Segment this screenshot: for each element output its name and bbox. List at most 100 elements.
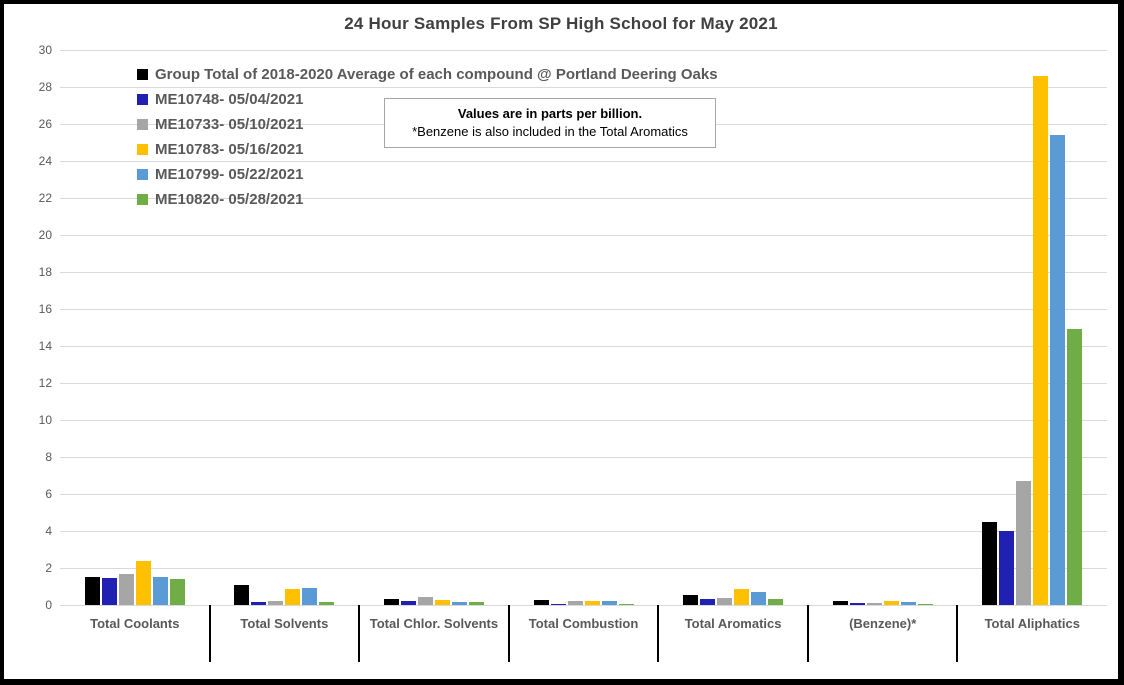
legend-label: ME10799- 05/22/2021	[155, 166, 304, 183]
bar	[550, 604, 566, 605]
bar	[84, 577, 100, 605]
category-separator	[807, 605, 809, 662]
legend-label: ME10748- 05/04/2021	[155, 91, 304, 108]
legend-label: Group Total of 2018-2020 Average of each…	[155, 66, 718, 83]
legend-item: ME10783- 05/16/2021	[137, 137, 718, 162]
category-label: Total Aromatics	[684, 616, 782, 631]
bar	[468, 602, 484, 605]
bar	[567, 601, 583, 605]
bar	[866, 603, 882, 605]
chart-title: 24 Hour Samples From SP High School for …	[344, 14, 778, 33]
category-label: Total Combustion	[528, 616, 639, 631]
bar	[417, 597, 433, 605]
bar	[584, 601, 600, 605]
bar	[383, 599, 399, 605]
y-tick-label-10: 10	[38, 413, 52, 427]
bar	[700, 599, 716, 605]
category-label: Total Chlor. Solvents	[369, 616, 499, 631]
y-tick-label-0: 0	[45, 598, 52, 612]
bar	[717, 598, 733, 605]
bar	[101, 578, 117, 605]
category-label: Total Aliphatics	[984, 616, 1080, 631]
gridline-10	[60, 419, 1107, 421]
bar	[118, 574, 134, 605]
bar	[683, 595, 699, 605]
bar	[1067, 329, 1083, 605]
bar	[302, 588, 318, 605]
y-tick-label-12: 12	[38, 376, 52, 390]
bar	[883, 601, 899, 605]
legend-item: ME10748- 05/04/2021	[137, 87, 718, 112]
bar	[601, 601, 617, 605]
y-tick-label-20: 20	[38, 228, 52, 242]
legend-label: ME10820- 05/28/2021	[155, 191, 304, 208]
y-tick-label-24: 24	[38, 154, 52, 168]
bar	[434, 600, 450, 605]
bar	[768, 599, 784, 605]
gridline-0	[60, 604, 1107, 606]
category-separator	[657, 605, 659, 662]
note-line-1: Values are in parts per billion.	[457, 106, 643, 121]
note-line-2: *Benzene is also included in the Total A…	[412, 124, 688, 139]
bar	[734, 589, 750, 605]
note-box: Values are in parts per billion. *Benzen…	[384, 98, 716, 148]
gridline-20	[60, 234, 1107, 236]
bar-group	[658, 50, 808, 605]
gridline-12	[60, 382, 1107, 384]
y-tick-label-18: 18	[38, 265, 52, 279]
bar	[982, 522, 998, 605]
legend: Group Total of 2018-2020 Average of each…	[137, 62, 718, 212]
category-separator	[508, 605, 510, 662]
y-tick-label-4: 4	[45, 524, 52, 538]
bar	[849, 603, 865, 605]
y-tick-label-22: 22	[38, 191, 52, 205]
bar	[1016, 481, 1032, 605]
legend-swatch	[137, 144, 148, 155]
y-tick-label-8: 8	[45, 450, 52, 464]
legend-item: Group Total of 2018-2020 Average of each…	[137, 62, 718, 87]
legend-label: ME10783- 05/16/2021	[155, 141, 304, 158]
legend-swatch	[137, 194, 148, 205]
gridline-2	[60, 567, 1107, 569]
gridline-8	[60, 456, 1107, 458]
bar-group	[808, 50, 958, 605]
gridline-18	[60, 271, 1107, 273]
bar	[169, 579, 185, 605]
category-separator	[358, 605, 360, 662]
bar	[268, 601, 284, 605]
gridline-14	[60, 345, 1107, 347]
bar	[451, 602, 467, 605]
bar-group	[60, 50, 210, 605]
bar	[152, 577, 168, 605]
legend-swatch	[137, 119, 148, 130]
bar-group	[359, 50, 509, 605]
bar	[917, 604, 933, 605]
bar	[319, 602, 335, 605]
legend-swatch	[137, 69, 148, 80]
bar	[533, 600, 549, 605]
bar	[751, 592, 767, 605]
bar	[1033, 76, 1049, 605]
bar	[1050, 135, 1066, 605]
gridline-30	[60, 49, 1107, 51]
bar-groups	[60, 50, 1107, 605]
legend-item: ME10733- 05/10/2021	[137, 112, 718, 137]
y-tick-label-6: 6	[45, 487, 52, 501]
plot-area: 0 2 4 6 8 10 12 14 16 18 20 22 24 26 28 30 Total Coolan…	[39, 43, 1107, 662]
y-tick-label-30: 30	[38, 43, 52, 57]
y-tick-label-14: 14	[38, 339, 52, 353]
gridline-28	[60, 86, 1107, 88]
category-separator	[956, 605, 958, 662]
y-tick-label-28: 28	[38, 80, 52, 94]
category-label: Total Solvents	[240, 616, 329, 631]
bar-group	[957, 50, 1107, 605]
legend-item: ME10799- 05/22/2021	[137, 162, 718, 187]
bar	[999, 531, 1015, 605]
gridline-24	[60, 160, 1107, 162]
y-tick-label-26: 26	[38, 117, 52, 131]
bar-group	[210, 50, 360, 605]
legend-swatch	[137, 94, 148, 105]
y-tick-label-2: 2	[45, 561, 52, 575]
bar	[234, 585, 250, 605]
gridline-6	[60, 493, 1107, 495]
